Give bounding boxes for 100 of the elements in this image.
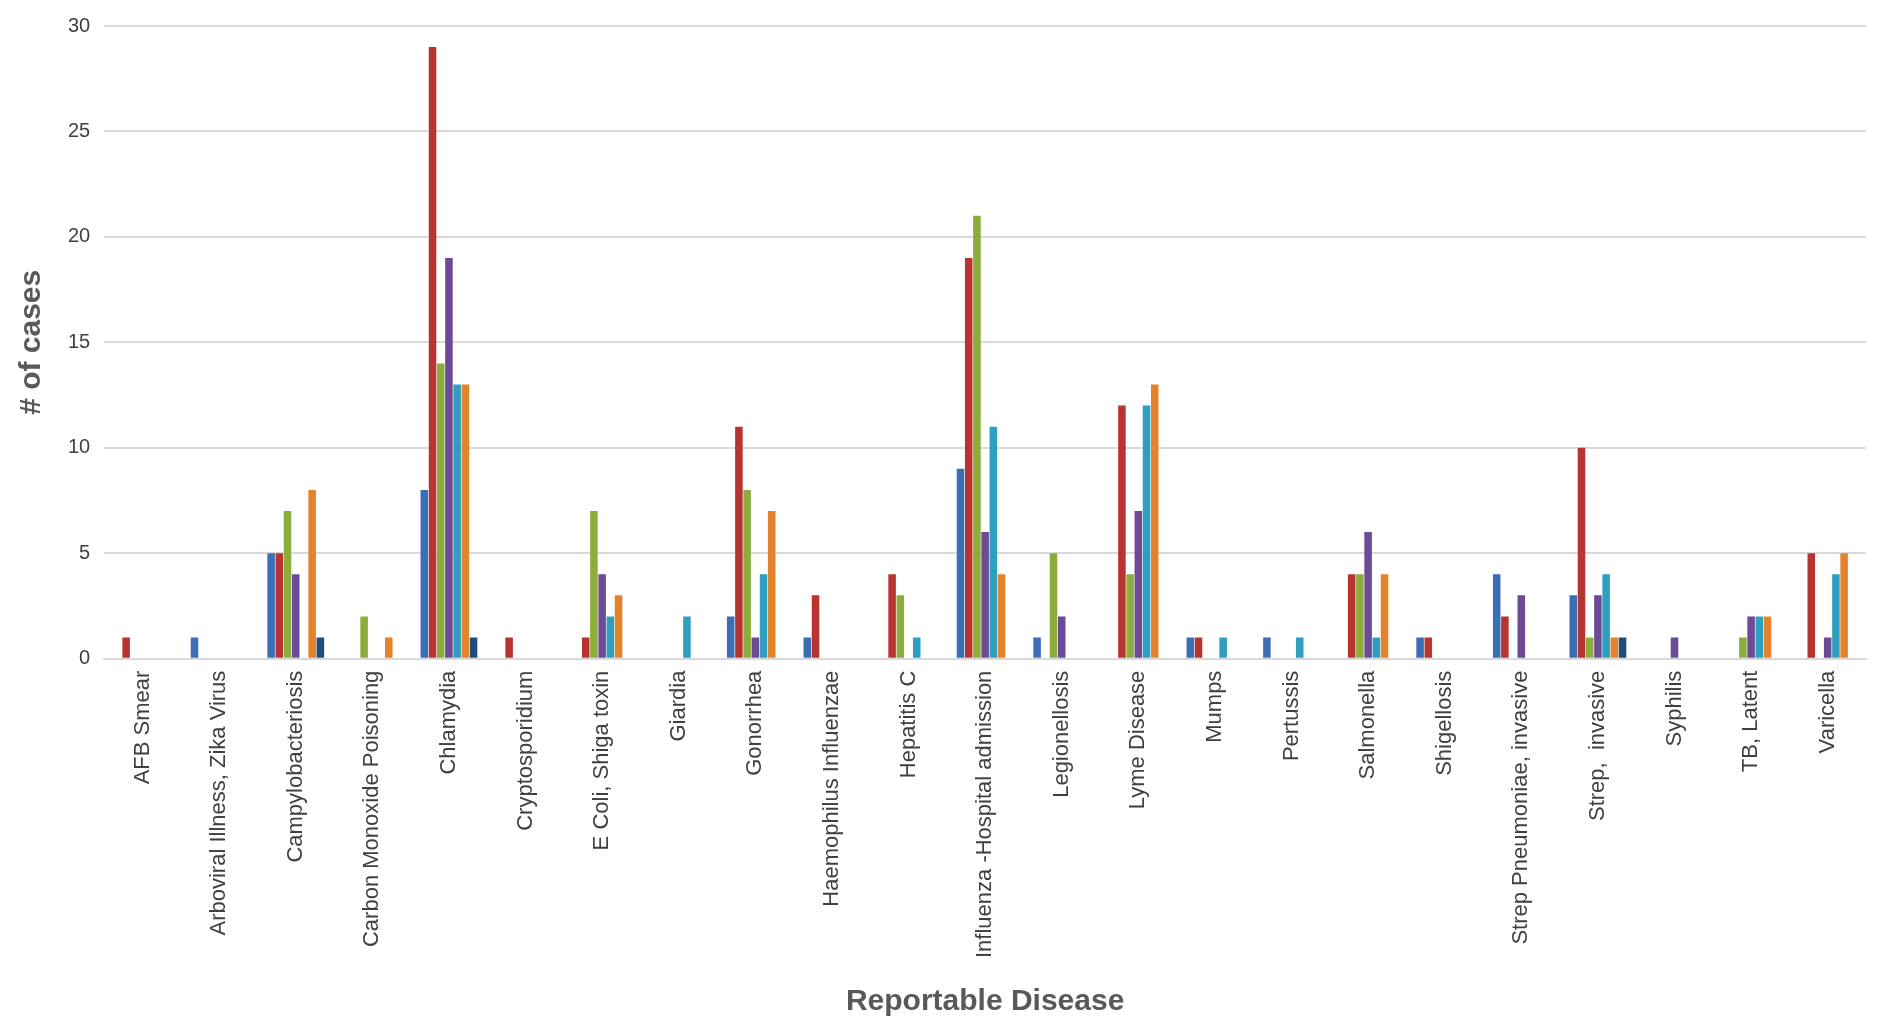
y-tick-label: 5 (79, 540, 91, 563)
bar (1194, 637, 1203, 658)
bar (1219, 637, 1227, 658)
bar (598, 574, 606, 658)
x-tick-label: Mumps (1200, 670, 1226, 743)
bar (759, 574, 768, 658)
bar (1577, 447, 1586, 658)
bar (1118, 405, 1126, 658)
y-tick-label: 0 (79, 646, 91, 669)
bar (1295, 637, 1304, 658)
bar (1585, 637, 1594, 658)
bar (1492, 574, 1501, 658)
bar (453, 384, 461, 658)
bar (1142, 405, 1151, 658)
bar (1364, 532, 1372, 658)
x-tick-label: E Coli, Shiga toxin (588, 670, 614, 851)
x-tick-label: Legionellosis (1047, 670, 1073, 798)
bar (743, 489, 751, 658)
bar (683, 616, 691, 658)
bar (896, 595, 905, 658)
bar (614, 595, 623, 658)
bar (1372, 637, 1381, 658)
x-tick-label: Syphilis (1660, 670, 1686, 747)
bar (1150, 384, 1159, 658)
bar (1126, 574, 1134, 658)
bar (420, 489, 429, 658)
bar (283, 511, 292, 658)
x-tick-label: Varicella (1813, 669, 1839, 754)
bar (1755, 616, 1764, 658)
bar (956, 468, 965, 658)
bar (1618, 637, 1627, 658)
x-tick-label: Cryptosporidium (511, 670, 537, 831)
x-tick-label: TB, Latent (1737, 670, 1763, 773)
bar (751, 637, 760, 658)
x-tick-label: Pertussis (1277, 670, 1303, 762)
bar (436, 363, 445, 658)
bar (1416, 637, 1424, 658)
bar (1424, 637, 1433, 658)
bar (275, 553, 284, 658)
x-tick-label: Campylobacteriosis (281, 670, 307, 863)
bar (726, 616, 735, 658)
bar (1610, 637, 1619, 658)
y-tick-label: 25 (68, 118, 91, 141)
bar (912, 637, 921, 658)
bar (1263, 637, 1271, 658)
bar (1033, 637, 1041, 658)
x-tick-label: Salmonella (1354, 669, 1380, 780)
x-tick-label: Hepatitis C (894, 670, 920, 779)
bar (1807, 553, 1816, 658)
bar (1347, 574, 1356, 658)
x-tick-label: Gonorrhea (741, 669, 767, 776)
y-axis-title: # of cases (13, 269, 47, 415)
bar (1594, 595, 1602, 658)
bar (1763, 616, 1772, 658)
bar (1049, 553, 1058, 658)
bar (735, 426, 743, 658)
x-tick-label: Haemophilus Influenzae (817, 670, 843, 907)
bar (122, 637, 130, 658)
bar (1134, 511, 1143, 658)
bar (1670, 637, 1679, 658)
x-tick-label: Chlamydia (435, 669, 460, 775)
x-tick-label: Strep Pneumoniae, invasive (1507, 670, 1533, 945)
x-tick-label: Influenza -Hospital admission (971, 670, 997, 959)
x-axis-title: Reportable Disease (845, 983, 1125, 1017)
bar (360, 616, 368, 658)
y-tick-label: 30 (68, 13, 91, 36)
bar (1057, 616, 1066, 658)
bar (803, 637, 812, 658)
x-tick-label: Arboviral Illness, Zika Virus (205, 670, 231, 936)
bar (989, 426, 998, 658)
bar (1380, 574, 1389, 658)
bar (973, 215, 981, 658)
x-tick-label: Lyme Disease (1124, 670, 1150, 810)
bar (505, 637, 513, 658)
bar (888, 574, 896, 658)
x-tick-label: Carbon Monoxide Poisoning (358, 670, 384, 948)
bar (445, 257, 453, 658)
bar (997, 574, 1006, 658)
bar (811, 595, 820, 658)
bar (308, 489, 316, 658)
bar (428, 47, 437, 658)
bar (581, 637, 590, 658)
bar (267, 553, 275, 658)
bar (1832, 574, 1840, 658)
bar (469, 637, 478, 658)
bar (1747, 616, 1755, 658)
bar (1602, 574, 1610, 658)
bar (1569, 595, 1578, 658)
y-tick-label: 20 (68, 224, 91, 247)
bar (767, 511, 776, 658)
x-tick-label: Shigellosis (1430, 670, 1456, 776)
bar (1739, 637, 1747, 658)
bar (981, 532, 989, 658)
x-tick-label: AFB Smear (128, 670, 154, 785)
bar (1186, 637, 1195, 658)
y-tick-label: 10 (68, 435, 91, 458)
bar (1356, 574, 1364, 658)
bar (590, 511, 598, 658)
bar (1517, 595, 1526, 658)
x-tick-label: Strep, invasive (1583, 670, 1609, 822)
